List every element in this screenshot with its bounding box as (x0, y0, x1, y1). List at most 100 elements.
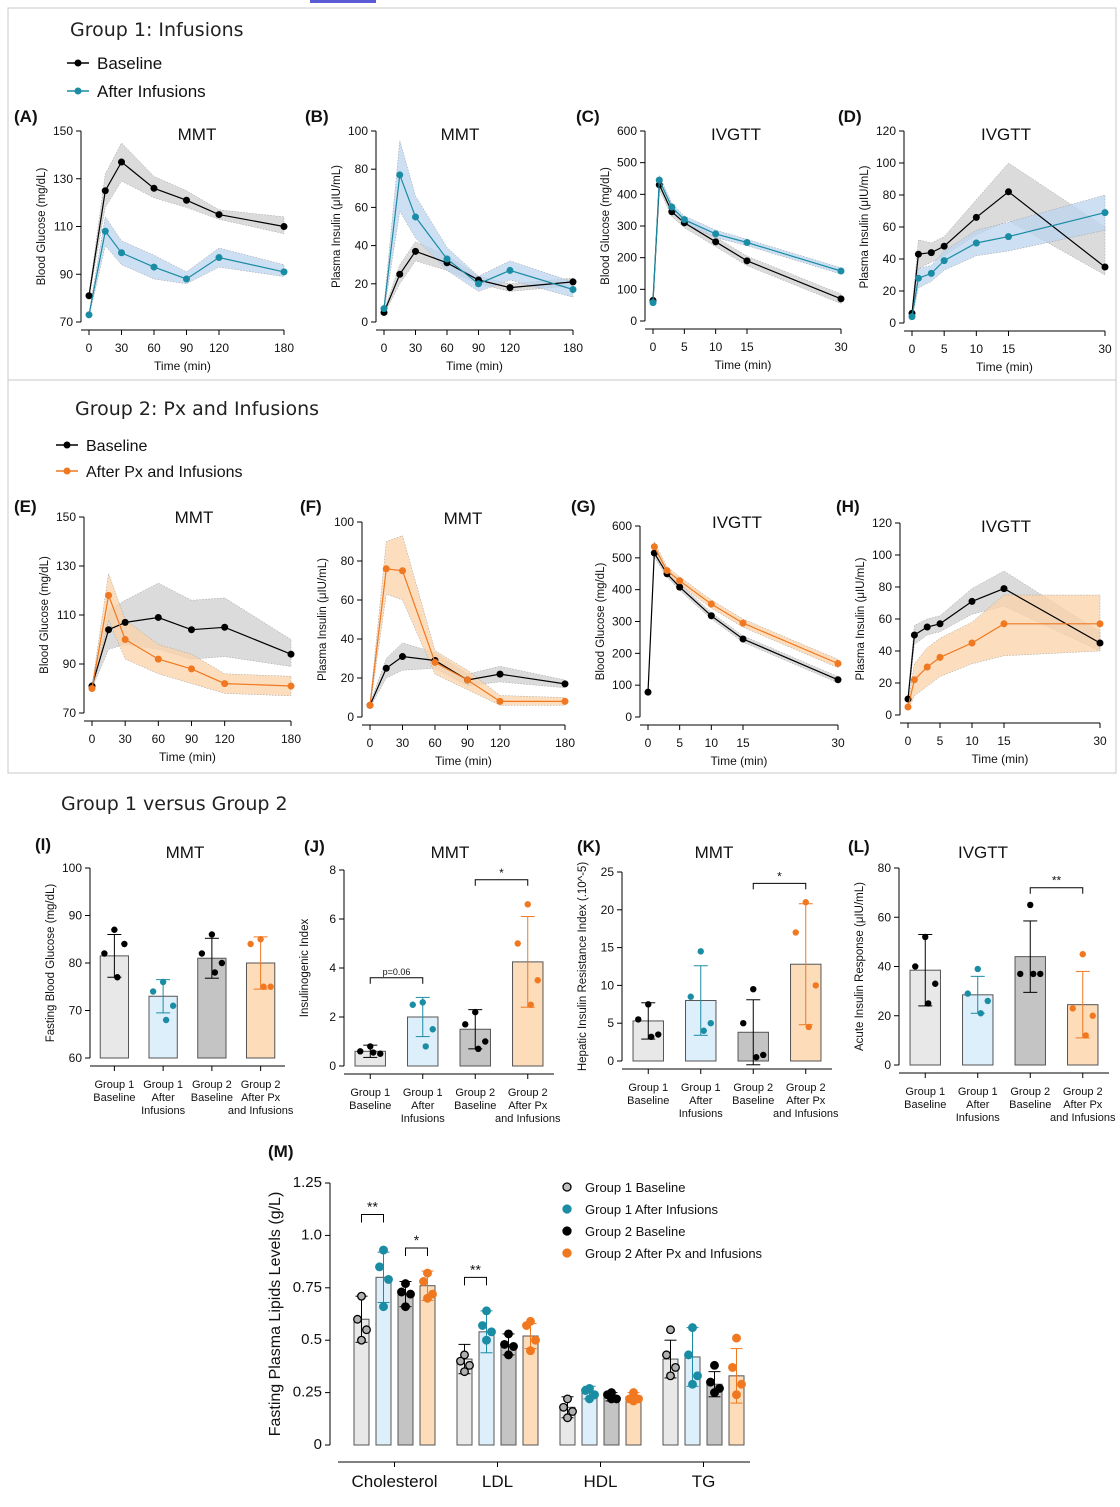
y-tick-label: 150 (56, 510, 76, 524)
data-point (753, 1054, 760, 1061)
data-point (648, 1033, 655, 1041)
chart-title: MMT (175, 508, 214, 527)
y-tick-label: 80 (879, 580, 893, 594)
legend-label-baseline-g2: Baseline (86, 438, 147, 455)
data-point (561, 697, 569, 705)
y-tick-label: 70 (63, 706, 77, 720)
y-tick-label: 200 (617, 251, 637, 265)
x-tick-label: Group 2 (508, 1087, 548, 1099)
y-tick-label: 110 (57, 608, 76, 622)
data-point (534, 977, 541, 984)
error-band (88, 142, 285, 299)
data-point (728, 1362, 737, 1372)
y-tick-label: 0 (607, 1054, 614, 1068)
error-band (91, 573, 292, 697)
data-point (362, 1325, 371, 1335)
data-point (506, 266, 514, 274)
x-tick-label: Baseline (191, 1092, 233, 1104)
y-tick-label: 70 (69, 1004, 83, 1018)
data-point (509, 1342, 518, 1351)
data-point (1101, 209, 1109, 217)
data-point (443, 255, 451, 263)
data-point (183, 196, 190, 204)
data-point (732, 1390, 741, 1400)
data-point (412, 213, 419, 221)
data-point (760, 1051, 767, 1059)
error-band (369, 535, 566, 708)
data-point (680, 216, 688, 224)
y-tick-label: 100 (617, 282, 637, 296)
data-point (655, 1031, 662, 1038)
data-point (1000, 585, 1008, 593)
significance-label: p=0.06 (383, 967, 411, 977)
x-tick-label: Baseline (627, 1095, 669, 1107)
x-tick-label: 120 (500, 341, 520, 355)
data-point (1017, 970, 1024, 978)
y-tick-label: 400 (617, 187, 637, 201)
data-point (914, 250, 922, 258)
x-axis-label: Time (min) (715, 358, 772, 372)
y-tick-label: 200 (612, 646, 632, 660)
data-point (1096, 620, 1104, 628)
x-tick-label: 5 (676, 736, 683, 750)
chart-title: MMT (441, 125, 480, 144)
x-tick-label: Group 2 (786, 1082, 826, 1094)
x-tick-label: 30 (1093, 734, 1107, 748)
y-tick-label: 100 (334, 515, 354, 529)
significance-bracket (752, 882, 807, 890)
data-point (739, 635, 747, 643)
data-point (732, 1333, 741, 1343)
y-tick-label: 70 (60, 315, 74, 329)
data-point (88, 685, 96, 692)
error-band (654, 541, 839, 669)
x-tick-label: Baseline (349, 1100, 391, 1112)
significance-label: * (414, 1232, 420, 1248)
data-point (419, 999, 426, 1006)
data-point (684, 1350, 693, 1360)
data-point (834, 660, 842, 668)
legend-marker-baseline (74, 59, 82, 67)
y-tick-label: 80 (69, 956, 83, 970)
data-point (154, 613, 162, 621)
data-point (211, 969, 219, 976)
chart-title: MMT (444, 509, 483, 528)
y-tick-label: 20 (341, 671, 355, 685)
data-point (524, 901, 531, 908)
data-point (198, 950, 206, 957)
chart-title: MMT (178, 125, 217, 144)
data-point (968, 597, 976, 605)
data-point (688, 1323, 697, 1333)
x-tick-label: Group 1 (628, 1082, 668, 1094)
x-tick-label: 180 (555, 736, 575, 750)
y-axis-label: Fasting Plasma Lipids Levels (g/L) (267, 1192, 284, 1437)
x-tick-label: Infusions (141, 1105, 186, 1117)
x-tick-label: 60 (152, 732, 166, 746)
panel-label: (A) (14, 107, 38, 126)
data-point (707, 612, 715, 620)
data-point (671, 1362, 680, 1372)
x-tick-label: 60 (147, 341, 161, 355)
x-tick-label: 180 (563, 341, 583, 355)
data-point (707, 600, 715, 608)
data-point (972, 213, 980, 221)
data-point (462, 1021, 469, 1028)
x-tick-label: 5 (941, 342, 948, 356)
error-band (91, 582, 292, 689)
data-point (456, 1356, 465, 1366)
data-point (396, 270, 404, 278)
data-point (676, 583, 684, 591)
x-axis-label: Time (min) (972, 752, 1029, 766)
data-point (568, 1407, 577, 1416)
data-point (101, 227, 109, 235)
legend-marker (562, 1204, 572, 1214)
data-point (1027, 901, 1034, 909)
data-point (739, 619, 747, 627)
data-point (563, 1413, 572, 1423)
y-tick-label: 20 (355, 277, 369, 291)
x-tick-label: Group 2 (1063, 1086, 1103, 1098)
data-point (607, 1394, 616, 1404)
error-band (647, 548, 839, 694)
